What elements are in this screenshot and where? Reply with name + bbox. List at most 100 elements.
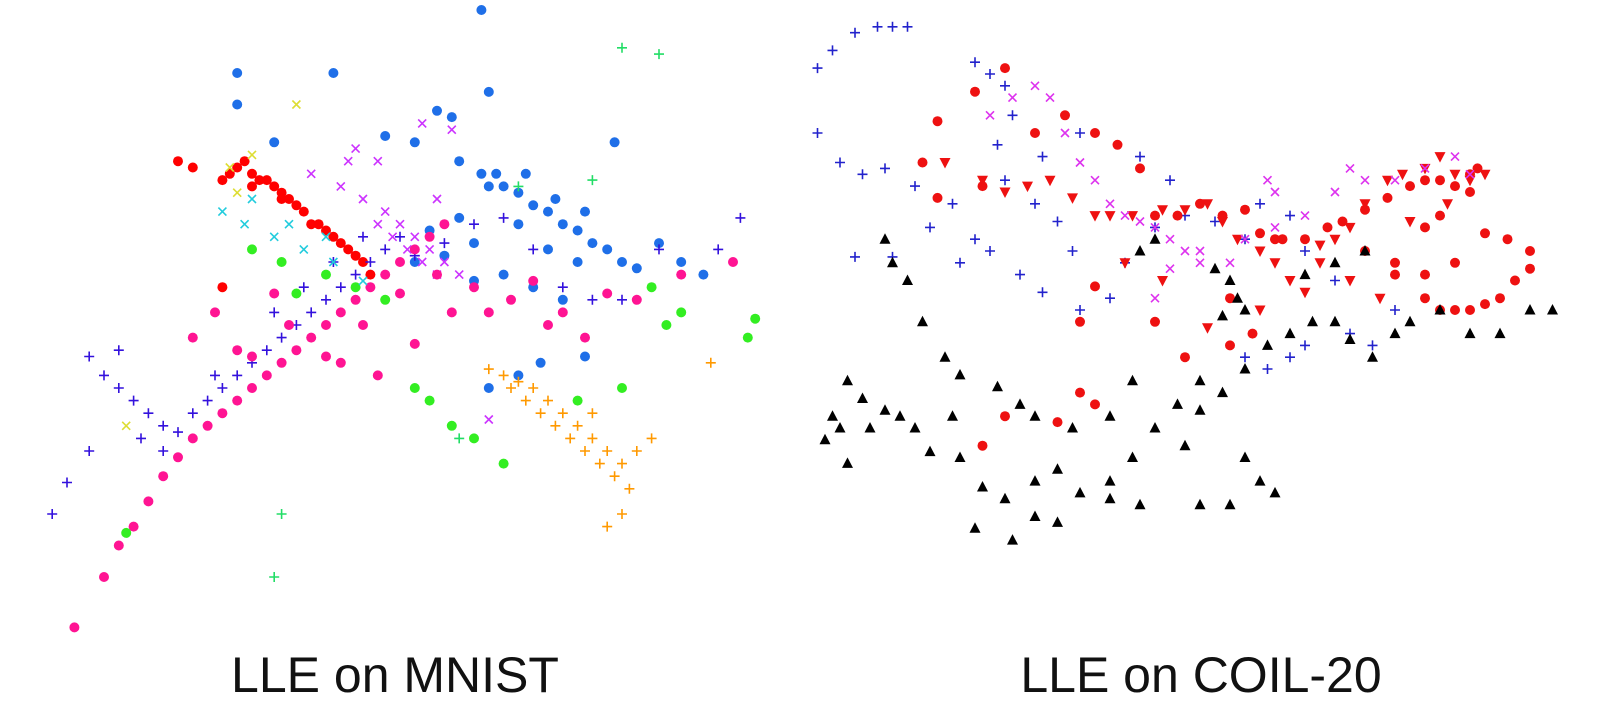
scatter-point xyxy=(173,452,183,463)
scatter-point xyxy=(247,383,257,393)
scatter-point xyxy=(321,351,331,362)
scatter-point xyxy=(1007,93,1018,103)
scatter-point xyxy=(232,188,242,198)
scatter-point xyxy=(269,137,280,148)
scatter-point xyxy=(358,194,368,204)
scatter-point xyxy=(409,383,420,393)
scatter-point xyxy=(1284,327,1296,339)
scatter-point xyxy=(1000,411,1010,422)
scatter-point xyxy=(47,509,58,519)
scatter-point xyxy=(113,540,124,551)
scatter-point xyxy=(358,320,368,330)
scatter-point xyxy=(395,231,405,242)
scatter-point xyxy=(969,522,981,533)
scatter-point xyxy=(1270,187,1280,197)
scatter-point xyxy=(1060,110,1070,121)
scatter-point xyxy=(1239,451,1251,462)
scatter-point xyxy=(1060,128,1070,138)
scatter-point xyxy=(187,332,198,343)
scatter-point xyxy=(269,572,280,582)
scatter-point xyxy=(1420,269,1430,280)
scatter-point xyxy=(1165,234,1175,244)
scatter-point xyxy=(1119,258,1131,269)
scatter-point xyxy=(1420,175,1430,186)
scatter-point xyxy=(902,274,913,285)
scatter-point xyxy=(1029,475,1041,486)
scatter-point xyxy=(557,294,568,305)
scatter-point xyxy=(535,408,546,419)
scatter-point xyxy=(1405,181,1415,192)
scatter-point xyxy=(850,251,860,262)
coil20-chart-title: LLE on COIL-20 xyxy=(1020,647,1382,703)
scatter-point xyxy=(646,433,657,444)
scatter-point xyxy=(728,257,738,267)
scatter-point xyxy=(1330,187,1340,197)
scatter-point xyxy=(1254,305,1266,316)
scatter-point xyxy=(439,219,450,230)
scatter-point xyxy=(1307,315,1318,327)
scatter-point xyxy=(417,257,427,267)
scatter-point xyxy=(1314,240,1326,252)
scatter-point xyxy=(1044,175,1056,187)
scatter-point xyxy=(498,269,509,280)
scatter-point xyxy=(587,238,598,249)
scatter-point xyxy=(1029,510,1041,521)
scatter-point xyxy=(1000,63,1010,74)
scatter-point xyxy=(827,45,838,56)
scatter-point xyxy=(217,408,228,419)
scatter-point xyxy=(158,471,169,482)
scatter-point xyxy=(1390,257,1400,268)
scatter-point xyxy=(543,206,553,217)
scatter-point xyxy=(1067,246,1078,256)
scatter-point xyxy=(1420,222,1430,233)
scatter-point xyxy=(1255,228,1265,239)
scatter-point xyxy=(1134,498,1146,510)
scatter-point xyxy=(446,112,457,123)
scatter-point xyxy=(358,257,368,267)
scatter-point xyxy=(1150,210,1160,221)
scatter-point xyxy=(872,21,883,32)
scatter-point xyxy=(528,275,539,286)
scatter-point xyxy=(202,395,213,406)
scatter-point xyxy=(284,320,294,330)
scatter-point xyxy=(1225,293,1235,304)
scatter-point xyxy=(939,158,951,169)
scatter-point xyxy=(365,257,376,267)
scatter-point xyxy=(254,175,265,186)
scatter-point xyxy=(550,420,561,431)
scatter-point xyxy=(1075,157,1085,168)
scatter-point xyxy=(1337,216,1348,227)
scatter-point xyxy=(1090,175,1100,185)
scatter-point xyxy=(232,395,243,406)
scatter-point xyxy=(261,345,272,356)
scatter-point xyxy=(572,395,583,406)
scatter-point xyxy=(750,313,761,324)
scatter-point xyxy=(654,244,664,255)
scatter-point xyxy=(365,269,376,280)
scatter-point xyxy=(269,181,280,192)
scatter-point xyxy=(654,49,664,60)
scatter-point xyxy=(365,282,376,293)
scatter-point xyxy=(483,383,494,393)
scatter-point xyxy=(742,332,753,343)
scatter-point xyxy=(1442,199,1453,210)
scatter-point xyxy=(1434,152,1446,163)
scatter-point xyxy=(1127,211,1138,222)
scatter-point xyxy=(454,270,464,280)
scatter-point xyxy=(513,181,524,192)
scatter-point xyxy=(1000,80,1010,91)
scatter-point xyxy=(395,257,405,267)
scatter-point xyxy=(321,225,331,236)
scatter-point xyxy=(924,445,936,457)
scatter-point xyxy=(232,370,243,381)
scatter-point xyxy=(432,194,442,204)
scatter-point xyxy=(1397,169,1408,181)
scatter-point xyxy=(1015,269,1025,280)
scatter-point xyxy=(1120,211,1130,221)
scatter-point xyxy=(1547,304,1558,315)
scatter-point xyxy=(1450,257,1460,268)
scatter-point xyxy=(1344,222,1356,234)
scatter-point xyxy=(543,320,553,330)
scatter-point xyxy=(1202,199,1213,210)
scatter-point xyxy=(1262,364,1273,374)
